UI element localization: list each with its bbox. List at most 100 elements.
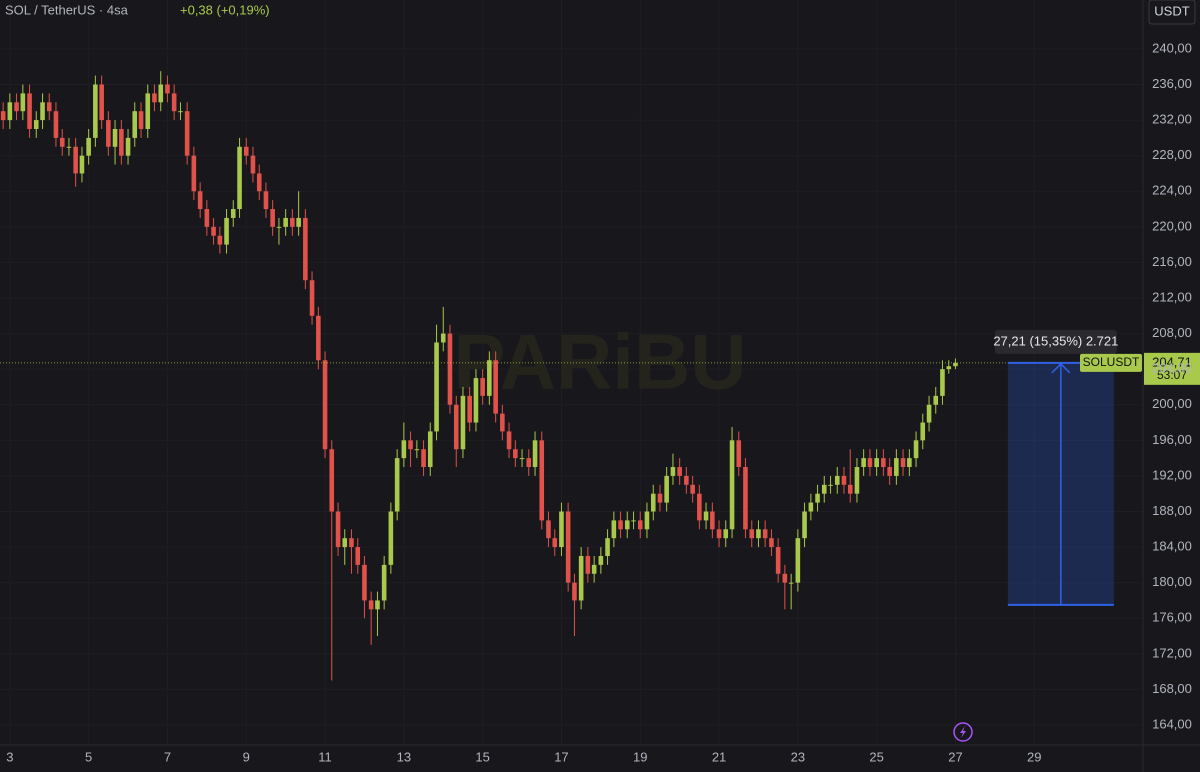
candle-body	[572, 582, 577, 601]
candle-body	[861, 458, 866, 468]
candle-body	[644, 511, 650, 530]
candle-body	[427, 431, 433, 468]
candle-body	[946, 366, 952, 370]
alert-icon[interactable]	[953, 722, 973, 742]
candle-body	[684, 475, 689, 485]
x-tick-label: 9	[243, 749, 250, 764]
candle-body	[322, 360, 328, 450]
x-tick-label: 25	[869, 749, 883, 764]
candle-body	[637, 520, 643, 530]
candle-body	[690, 484, 695, 494]
y-tick-label: 164,00	[1152, 716, 1192, 731]
candle-body	[710, 511, 715, 530]
x-tick-label: 23	[791, 749, 805, 764]
candle-body	[243, 146, 249, 156]
candle-body	[716, 529, 722, 539]
candle-body	[27, 93, 32, 129]
candle-body	[165, 84, 170, 94]
candle-body	[828, 484, 833, 486]
candle-body	[894, 458, 899, 476]
candle-body	[0, 111, 6, 121]
x-tick-label: 5	[85, 749, 92, 764]
y-tick-label: 240,00	[1152, 40, 1192, 55]
y-tick-label: 184,00	[1152, 539, 1192, 554]
range-label: 27,21 (15,35%) 2.721	[993, 333, 1118, 348]
candle-body	[145, 93, 151, 129]
candle-body	[7, 102, 13, 121]
candle-body	[20, 93, 26, 112]
candle-body	[762, 529, 768, 539]
x-tick-label: 29	[1027, 749, 1041, 764]
candle-body	[467, 395, 472, 423]
candle-body	[546, 520, 551, 539]
candle-body	[703, 511, 709, 521]
candle-body	[158, 84, 164, 103]
x-tick-label: 19	[633, 749, 647, 764]
candle-body	[611, 520, 617, 539]
currency-button[interactable]	[1148, 0, 1196, 25]
candles	[0, 71, 958, 681]
candle-body	[821, 484, 827, 494]
candle-body	[440, 333, 446, 343]
candle-body	[867, 458, 873, 468]
price-label: 204,71	[1152, 354, 1192, 369]
alert-bolt	[960, 726, 966, 738]
candle-body	[697, 493, 702, 521]
candle-body	[79, 155, 85, 174]
y-tick-label: 216,00	[1152, 254, 1192, 269]
candle-body	[650, 493, 656, 512]
change: +0,38 (+0,19%)	[180, 2, 270, 17]
candle-body	[953, 362, 958, 367]
symbol-label: SOLUSDT	[1083, 355, 1140, 369]
symbol-title: SOL / TetherUS · 4sa	[5, 2, 129, 17]
candle-body	[401, 440, 407, 459]
candle-body	[355, 547, 361, 565]
candle-body	[913, 440, 919, 459]
candle-body	[605, 538, 610, 556]
candle-body	[657, 493, 663, 503]
candle-body	[434, 342, 439, 432]
candle-body	[99, 84, 104, 121]
candle-body	[106, 120, 111, 147]
y-tick-label: 224,00	[1152, 183, 1192, 198]
y-tick-label: 188,00	[1152, 503, 1192, 518]
x-tick-label: 13	[397, 749, 411, 764]
candle-body	[841, 475, 847, 485]
candle-body	[670, 467, 676, 476]
candle-body	[559, 511, 564, 548]
candle-body	[230, 209, 236, 218]
symbol-badge	[1080, 353, 1142, 372]
candle-body	[460, 395, 466, 450]
y-tick-label: 232,00	[1152, 112, 1192, 127]
candle-body	[112, 128, 118, 147]
candle-body	[624, 520, 630, 530]
candle-body	[487, 360, 492, 396]
candle-body	[283, 217, 288, 227]
candle-body	[881, 458, 886, 468]
x-tick-label: 7	[164, 749, 171, 764]
candle-body	[329, 449, 335, 512]
candle-body	[480, 378, 485, 396]
candle-body	[447, 333, 453, 405]
candle-body	[920, 422, 926, 441]
candle-body	[342, 538, 348, 548]
candle-body	[414, 449, 420, 451]
candle-body	[211, 226, 216, 236]
candle-body	[349, 538, 354, 548]
candle-body	[506, 431, 512, 450]
candle-body	[802, 511, 807, 539]
candle-body	[788, 582, 794, 584]
candle-body	[591, 564, 597, 574]
candle-body	[618, 520, 623, 530]
candle-body	[46, 102, 52, 112]
candle-body	[900, 458, 906, 468]
candle-body	[782, 573, 788, 583]
candle-body	[191, 155, 197, 192]
candle-body	[532, 440, 538, 468]
currency-label[interactable]: USDT	[1154, 3, 1189, 18]
candle-body	[526, 458, 532, 468]
grid	[0, 0, 1143, 745]
